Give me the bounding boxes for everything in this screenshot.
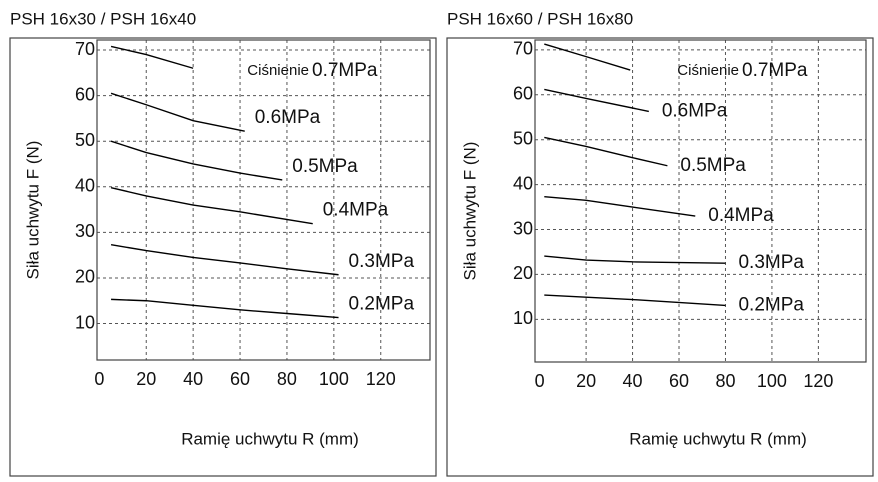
curve xyxy=(544,136,668,167)
y-tick-label: 10 xyxy=(75,312,95,332)
x-tick-label: 100 xyxy=(757,371,787,391)
x-tick-label: 80 xyxy=(277,369,297,389)
curve xyxy=(110,92,245,132)
plot-frame xyxy=(534,39,867,363)
series-label: 0.3MPa xyxy=(738,252,804,273)
x-tick-label: 60 xyxy=(230,369,250,389)
y-tick-label: 40 xyxy=(513,173,533,193)
curve xyxy=(544,88,649,113)
curve xyxy=(110,140,283,181)
x-tick-label: 0 xyxy=(535,371,545,391)
x-tick-label: 20 xyxy=(136,369,156,389)
y-tick-label: 30 xyxy=(75,221,95,241)
x-tick-label: 60 xyxy=(669,371,689,391)
curve xyxy=(110,243,339,276)
y-tick-label: 70 xyxy=(513,39,533,59)
x-tick-label: 0 xyxy=(94,369,104,389)
series-label: 0.6MPa xyxy=(662,100,728,121)
series-label: 0.2MPa xyxy=(738,294,804,315)
x-tick-label: 20 xyxy=(576,371,596,391)
y-tick-label: 20 xyxy=(75,267,95,287)
curve xyxy=(111,298,339,319)
series-label: 0.2MPa xyxy=(349,294,415,315)
series-label: 0.3MPa xyxy=(349,251,415,272)
curve xyxy=(544,196,696,217)
x-axis-title: Ramię uchwytu R (mm) xyxy=(629,429,807,448)
series-label: 0.5MPa xyxy=(680,155,746,176)
pressure-label: Ciśnienie xyxy=(677,62,739,79)
y-tick-label: 60 xyxy=(75,84,95,104)
curve xyxy=(544,255,726,264)
x-axis-title: Ramię uchwytu R (mm) xyxy=(181,429,359,448)
y-tick-label: 50 xyxy=(75,130,95,150)
chart-title: PSH 16x60 / PSH 16x80 xyxy=(447,9,633,28)
y-tick-label: 50 xyxy=(513,128,533,148)
y-axis-title: Siła uchwytu F (N) xyxy=(23,141,42,280)
series-label: 0.6MPa xyxy=(255,107,321,128)
series-label: 0.4MPa xyxy=(708,205,774,226)
curve xyxy=(110,187,313,225)
x-tick-label: 100 xyxy=(319,369,349,389)
panel-frame xyxy=(9,37,437,477)
plot-frame xyxy=(96,39,431,361)
series-label: 0.4MPa xyxy=(323,200,389,221)
y-tick-label: 40 xyxy=(75,176,95,196)
y-tick-label: 70 xyxy=(75,39,95,59)
y-tick-label: 10 xyxy=(513,308,533,328)
x-tick-label: 80 xyxy=(715,371,735,391)
curve xyxy=(544,294,726,307)
series-label: 0.7MPa xyxy=(312,60,378,81)
pressure-label: Ciśnienie xyxy=(247,62,309,79)
x-tick-label: 120 xyxy=(803,371,833,391)
y-tick-label: 60 xyxy=(513,84,533,104)
y-tick-label: 20 xyxy=(513,263,533,283)
chart-title: PSH 16x30 / PSH 16x40 xyxy=(10,9,196,28)
y-tick-label: 30 xyxy=(513,218,533,238)
x-tick-label: 120 xyxy=(366,369,396,389)
series-label: 0.5MPa xyxy=(292,156,358,177)
curve xyxy=(544,43,631,71)
x-tick-label: 40 xyxy=(183,369,203,389)
panel-frame xyxy=(446,37,874,477)
x-tick-label: 40 xyxy=(623,371,643,391)
series-label: 0.7MPa xyxy=(742,60,808,81)
curve xyxy=(110,45,194,69)
y-axis-title: Siła uchwytu F (N) xyxy=(460,142,479,281)
